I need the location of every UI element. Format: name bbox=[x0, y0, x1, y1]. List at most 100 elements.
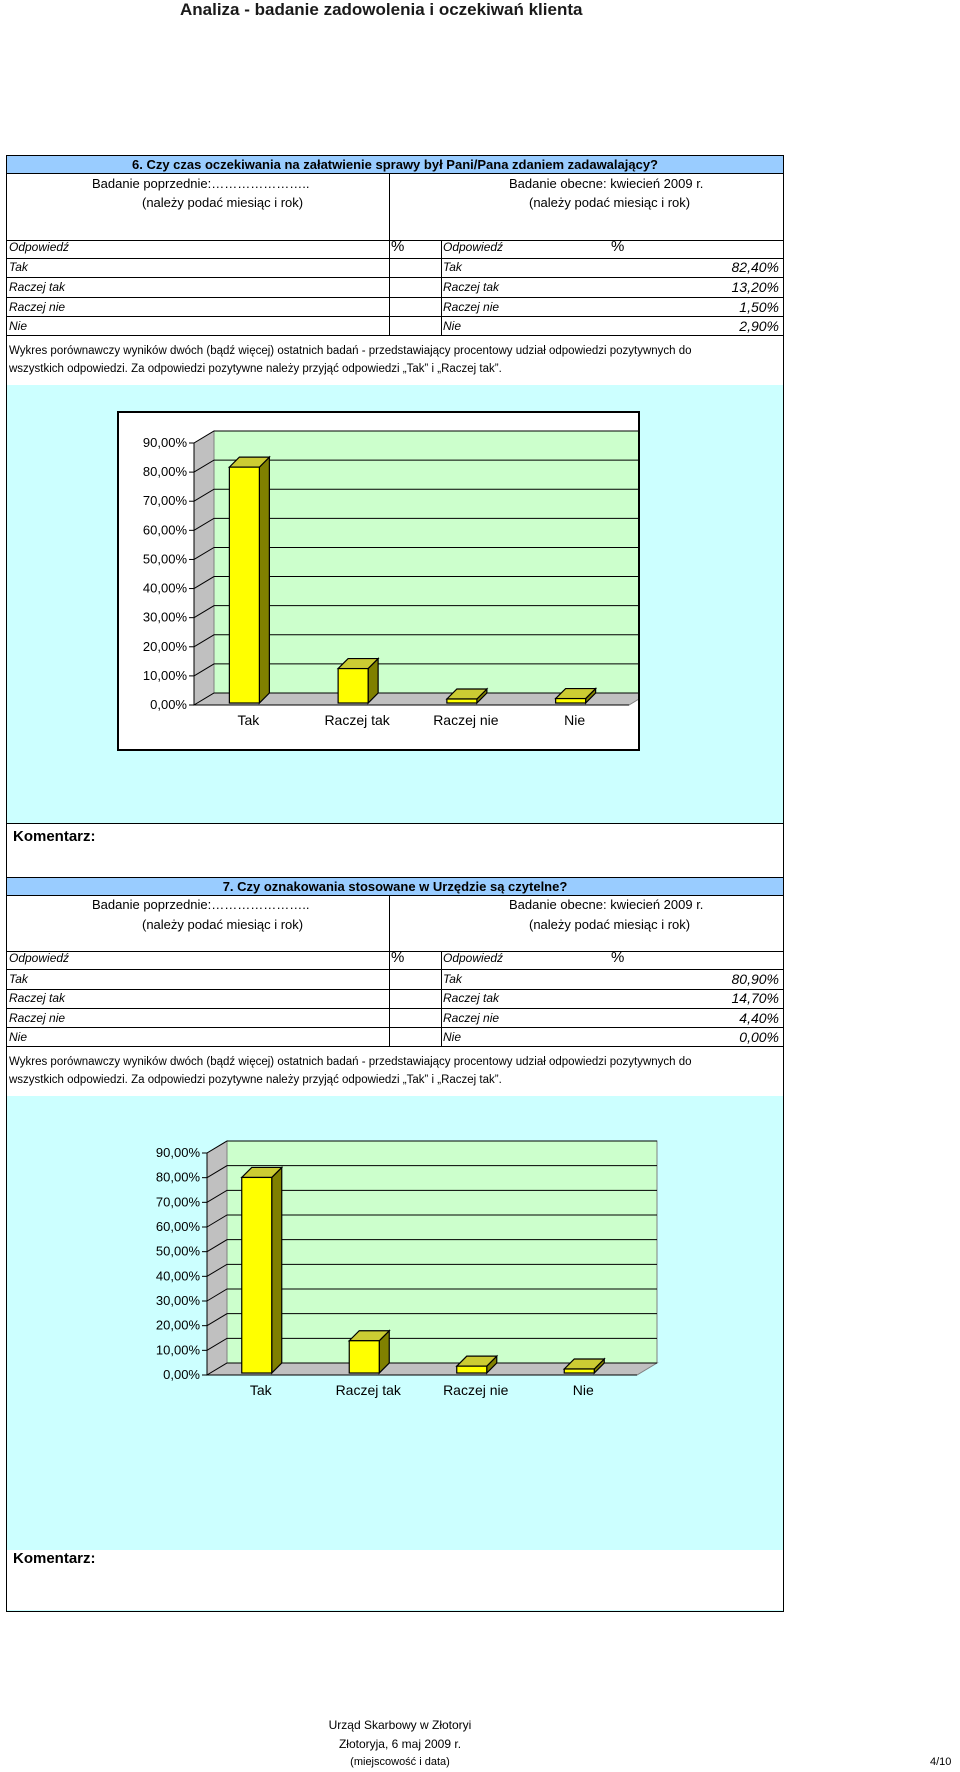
x-tick-label: Raczej nie bbox=[443, 1382, 509, 1398]
gridline bbox=[206, 1362, 657, 1376]
percent-column-header: % bbox=[611, 238, 625, 255]
current-result-value: 1,50% bbox=[739, 299, 779, 315]
y-tick-label: 10,00% bbox=[156, 1342, 201, 1357]
percent-column-header: % bbox=[391, 238, 405, 255]
y-tick-label: 50,00% bbox=[156, 1244, 201, 1259]
current-survey-label: Badanie obecne: kwiecień 2009 r. bbox=[509, 176, 704, 191]
gridline bbox=[193, 663, 638, 677]
survey-header bbox=[7, 896, 783, 1096]
y-tick-label: 90,00% bbox=[156, 1145, 201, 1160]
bar-chart: 0,00% 10,00% 20,00% 30,00% 40,00% 50,00% 60,00… bbox=[127, 1118, 687, 1398]
previous-survey-label: Badanie poprzednie:………………….. bbox=[92, 176, 310, 191]
bar bbox=[336, 657, 380, 705]
y-tick-label: 0,00% bbox=[163, 1367, 200, 1382]
current-result-value: 13,20% bbox=[731, 279, 779, 295]
gridline bbox=[206, 1263, 657, 1277]
gridline bbox=[193, 546, 638, 560]
bar bbox=[455, 1354, 499, 1375]
y-tick-label: 80,00% bbox=[143, 464, 188, 479]
comment-label: Komentarz: bbox=[13, 828, 96, 845]
answer-column-header: Odpowiedź bbox=[9, 951, 70, 965]
bar-side bbox=[258, 455, 270, 705]
survey-header bbox=[7, 174, 783, 385]
question-title: 6. Czy czas oczekiwania na załatwienie s… bbox=[7, 156, 783, 174]
bar-front bbox=[456, 1365, 488, 1374]
y-tick-label: 20,00% bbox=[156, 1318, 201, 1333]
bar-front bbox=[337, 667, 369, 704]
y-tick-label: 70,00% bbox=[143, 493, 188, 508]
y-tick-label: 30,00% bbox=[143, 610, 188, 625]
gridline bbox=[206, 1313, 657, 1327]
question-section-6: 6. Czy czas oczekiwania na załatwienie s… bbox=[6, 155, 784, 879]
question-section-7: 7. Czy oznakowania stosowane w Urzędzie … bbox=[6, 877, 784, 1612]
gridline bbox=[193, 605, 638, 619]
place-date-hint: (miejscowość i data) bbox=[350, 1756, 450, 1768]
current-result-value: 4,40% bbox=[739, 1010, 779, 1026]
gridline bbox=[206, 1288, 657, 1302]
y-tick-label: 50,00% bbox=[143, 551, 188, 566]
current-survey-hint: (należy podać miesiąc i rok) bbox=[529, 917, 691, 932]
y-tick-label: 90,00% bbox=[143, 435, 188, 450]
gridline bbox=[206, 1189, 657, 1203]
bar-front bbox=[446, 698, 478, 704]
y-tick-label: 60,00% bbox=[156, 1219, 201, 1234]
bar bbox=[227, 455, 271, 705]
bar bbox=[554, 687, 598, 705]
chart-description: Wykres porównawczy wyników dwóch (bądź w… bbox=[9, 1056, 692, 1086]
y-tick-label: 40,00% bbox=[156, 1268, 201, 1283]
y-tick-label: 70,00% bbox=[156, 1194, 201, 1209]
bar-front bbox=[228, 466, 260, 704]
gridline bbox=[193, 576, 638, 589]
gridline bbox=[206, 1214, 657, 1228]
percent-column-header: % bbox=[391, 949, 405, 966]
current-survey-label: Badanie obecne: kwiecień 2009 r. bbox=[509, 897, 704, 912]
y-tick-label: 0,00% bbox=[150, 697, 187, 712]
current-result-value: 0,00% bbox=[739, 1029, 779, 1045]
y-tick-label: 40,00% bbox=[143, 581, 188, 596]
current-survey-hint: (należy podać miesiąc i rok) bbox=[529, 195, 691, 210]
gridline bbox=[193, 692, 638, 706]
gridline bbox=[206, 1165, 657, 1179]
y-tick-label: 20,00% bbox=[143, 639, 188, 654]
gridline bbox=[206, 1140, 657, 1154]
bar-front bbox=[563, 1368, 595, 1374]
x-tick-label: Nie bbox=[564, 712, 585, 728]
gridline bbox=[206, 1239, 657, 1253]
bar bbox=[562, 1357, 606, 1375]
chart-description: Wykres porównawczy wyników dwóch (bądź w… bbox=[9, 345, 692, 375]
page-title: Analiza - badanie zadowolenia i oczekiwa… bbox=[180, 0, 583, 19]
bar-front bbox=[555, 697, 587, 704]
plot-area bbox=[213, 430, 638, 694]
bar-chart: 0,00% 10,00% 20,00% 30,00% 40,00% 50,00% 60,00… bbox=[117, 411, 640, 751]
x-tick-label: Tak bbox=[250, 1382, 273, 1398]
previous-survey-hint: (należy podać miesiąc i rok) bbox=[142, 195, 304, 210]
gridline bbox=[193, 459, 638, 473]
bar bbox=[347, 1329, 391, 1375]
gridline bbox=[193, 430, 638, 444]
bar bbox=[240, 1165, 284, 1375]
office-name: Urząd Skarbowy w Złotoryi bbox=[328, 1718, 472, 1732]
question-title: 7. Czy oznakowania stosowane w Urzędzie … bbox=[7, 878, 783, 896]
bar-side bbox=[271, 1165, 283, 1375]
y-tick-label: 80,00% bbox=[156, 1170, 201, 1185]
comment-box: Komentarz: bbox=[7, 823, 783, 878]
bar bbox=[445, 687, 489, 705]
answer-column-header: Odpowiedź bbox=[9, 240, 70, 254]
comment-label: Komentarz: bbox=[13, 1550, 96, 1567]
bar-front bbox=[241, 1176, 273, 1374]
current-result-value: 82,40% bbox=[731, 259, 779, 275]
plot-area bbox=[226, 1140, 658, 1364]
y-tick-label: 60,00% bbox=[143, 522, 188, 537]
x-tick-label: Raczej nie bbox=[433, 712, 499, 728]
gridline bbox=[193, 517, 638, 531]
y-tick-label: 10,00% bbox=[143, 668, 188, 683]
comment-box: Komentarz: bbox=[7, 1550, 783, 1610]
current-result-value: 2,90% bbox=[739, 318, 779, 334]
gridline bbox=[206, 1337, 657, 1351]
x-tick-label: Raczej tak bbox=[336, 1382, 402, 1398]
current-result-value: 80,90% bbox=[731, 971, 779, 987]
x-tick-label: Tak bbox=[237, 712, 260, 728]
answer-column-header: Odpowiedź bbox=[443, 951, 504, 965]
x-tick-label: Nie bbox=[573, 1382, 594, 1398]
bar-front bbox=[348, 1340, 380, 1374]
